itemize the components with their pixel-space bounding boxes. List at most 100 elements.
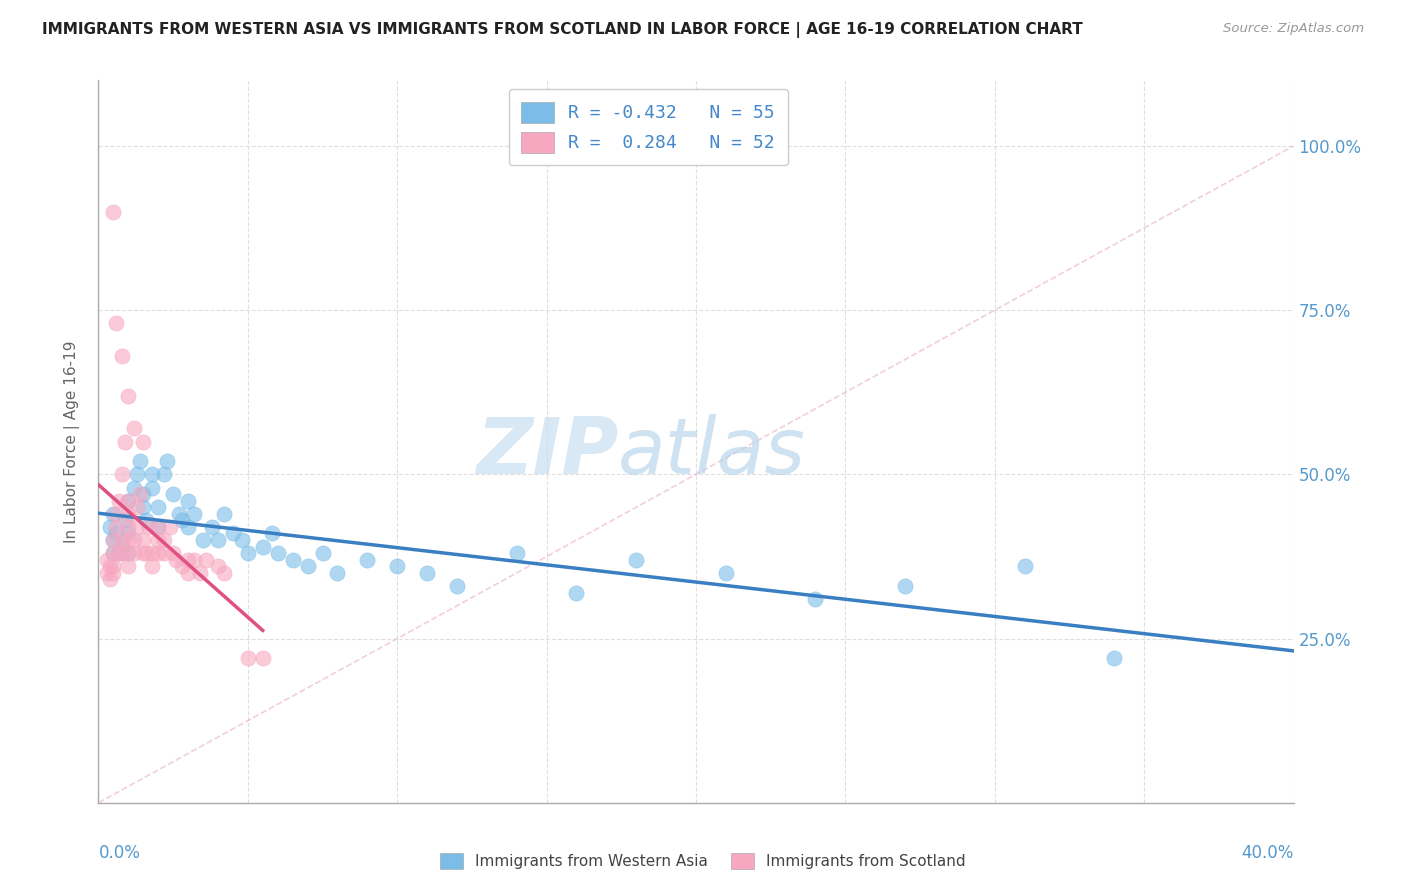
Point — [103, 566, 125, 580]
Point — [236, 546, 259, 560]
Point — [114, 513, 136, 527]
Point — [385, 559, 409, 574]
Point — [177, 566, 200, 580]
Point — [156, 454, 179, 468]
Point — [124, 421, 146, 435]
Point — [111, 467, 134, 482]
Point — [252, 540, 274, 554]
Point — [117, 520, 139, 534]
Point — [207, 533, 229, 547]
Point — [177, 553, 200, 567]
Y-axis label: In Labor Force | Age 16-19: In Labor Force | Age 16-19 — [63, 340, 80, 543]
Point — [326, 566, 349, 580]
Point — [162, 487, 184, 501]
Point — [117, 526, 139, 541]
Point — [135, 513, 157, 527]
Point — [260, 526, 283, 541]
Point — [98, 520, 122, 534]
Point — [132, 500, 155, 515]
Point — [506, 546, 529, 560]
Point — [103, 559, 125, 574]
Legend: Immigrants from Western Asia, Immigrants from Scotland: Immigrants from Western Asia, Immigrants… — [434, 847, 972, 875]
Point — [111, 546, 134, 560]
Text: IMMIGRANTS FROM WESTERN ASIA VS IMMIGRANTS FROM SCOTLAND IN LABOR FORCE | AGE 16: IMMIGRANTS FROM WESTERN ASIA VS IMMIGRAN… — [42, 22, 1083, 38]
Point — [132, 434, 155, 449]
Point — [212, 507, 235, 521]
Point — [141, 481, 163, 495]
Point — [108, 493, 131, 508]
Point — [153, 467, 176, 482]
Point — [183, 507, 205, 521]
Point — [124, 533, 146, 547]
Point — [117, 533, 139, 547]
Point — [159, 520, 181, 534]
Point — [141, 559, 163, 574]
Point — [565, 585, 588, 599]
Point — [153, 533, 176, 547]
Point — [127, 467, 149, 482]
Legend: R = -0.432   N = 55, R =  0.284   N = 52: R = -0.432 N = 55, R = 0.284 N = 52 — [509, 89, 787, 165]
Point — [103, 204, 125, 219]
Point — [281, 553, 304, 567]
Point — [132, 487, 155, 501]
Point — [98, 559, 122, 574]
Point — [141, 546, 163, 560]
Point — [148, 533, 170, 547]
Point — [105, 316, 128, 330]
Point — [195, 553, 218, 567]
Point — [1104, 651, 1126, 665]
Point — [108, 546, 131, 560]
Point — [188, 566, 211, 580]
Text: atlas: atlas — [619, 415, 806, 491]
Point — [124, 481, 146, 495]
Point — [96, 553, 118, 567]
Point — [177, 493, 200, 508]
Point — [117, 493, 139, 508]
Point — [117, 388, 139, 402]
Point — [148, 500, 170, 515]
Point — [714, 566, 737, 580]
Point — [177, 520, 200, 534]
Point — [894, 579, 917, 593]
Point — [103, 546, 125, 560]
Point — [162, 546, 184, 560]
Point — [207, 559, 229, 574]
Point — [96, 566, 118, 580]
Point — [141, 467, 163, 482]
Point — [153, 546, 176, 560]
Point — [183, 553, 205, 567]
Point — [103, 533, 125, 547]
Point — [297, 559, 319, 574]
Text: ZIP: ZIP — [477, 415, 619, 491]
Point — [416, 566, 439, 580]
Point — [167, 507, 190, 521]
Point — [111, 533, 134, 547]
Point — [103, 546, 125, 560]
Point — [132, 533, 155, 547]
Point — [117, 507, 139, 521]
Point — [172, 559, 194, 574]
Point — [804, 592, 827, 607]
Point — [105, 526, 128, 541]
Point — [212, 566, 235, 580]
Point — [105, 507, 128, 521]
Text: 40.0%: 40.0% — [1241, 845, 1294, 863]
Point — [626, 553, 648, 567]
Point — [1014, 559, 1036, 574]
Point — [148, 520, 170, 534]
Point — [127, 500, 149, 515]
Point — [105, 520, 128, 534]
Point — [108, 546, 131, 560]
Point — [117, 546, 139, 560]
Point — [132, 546, 155, 560]
Text: Source: ZipAtlas.com: Source: ZipAtlas.com — [1223, 22, 1364, 36]
Point — [201, 520, 224, 534]
Point — [236, 651, 259, 665]
Point — [172, 513, 194, 527]
Point — [222, 526, 245, 541]
Point — [191, 533, 214, 547]
Point — [117, 493, 139, 508]
Point — [138, 520, 160, 534]
Point — [111, 540, 134, 554]
Point — [148, 520, 170, 534]
